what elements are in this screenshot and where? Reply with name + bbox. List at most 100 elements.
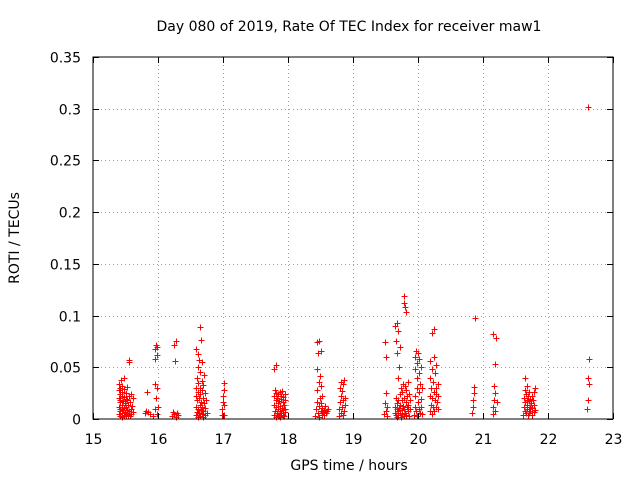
data-point (412, 404, 419, 411)
data-point (220, 393, 227, 400)
data-point (202, 390, 209, 397)
data-point (382, 400, 389, 407)
data-point (342, 402, 349, 409)
data-point (492, 408, 499, 415)
data-point (418, 396, 425, 403)
data-point (319, 393, 326, 400)
data-point (199, 404, 206, 411)
data-point (338, 393, 345, 400)
data-point (130, 409, 137, 416)
data-point (318, 383, 325, 390)
data-point (195, 406, 202, 413)
data-point (532, 385, 539, 392)
data-point (414, 375, 421, 382)
data-point (433, 362, 440, 369)
x-tick-label: 19 (345, 432, 363, 448)
data-point (393, 338, 400, 345)
data-point (416, 370, 423, 377)
data-point (494, 399, 501, 406)
data-point (491, 383, 498, 390)
data-point (471, 384, 478, 391)
data-point (398, 385, 405, 392)
data-point (490, 404, 497, 411)
data-point (522, 375, 529, 382)
data-point (419, 385, 426, 392)
data-point (584, 406, 591, 413)
data-point (172, 358, 179, 365)
x-tick-label: 23 (605, 432, 623, 448)
data-point (401, 293, 408, 300)
data-point (154, 344, 161, 351)
data-point (493, 335, 500, 342)
data-point (490, 331, 497, 338)
data-point (472, 315, 479, 322)
data-point (405, 379, 412, 386)
data-point (427, 358, 434, 365)
data-point (317, 373, 324, 380)
data-point (585, 104, 592, 111)
data-point (123, 390, 130, 397)
data-point (427, 375, 434, 382)
data-point (394, 320, 401, 327)
data-point (322, 403, 329, 410)
data-point (469, 410, 476, 417)
data-point (152, 356, 159, 363)
chart-title: Day 080 of 2019, Rate Of TEC Index for r… (157, 19, 542, 35)
data-point (340, 381, 347, 388)
data-point (411, 412, 418, 419)
data-point (340, 412, 347, 419)
x-tick-label: 22 (540, 432, 558, 448)
data-point (195, 351, 202, 358)
data-point (197, 391, 204, 398)
data-point (282, 397, 289, 404)
data-point (339, 388, 346, 395)
data-point (431, 354, 438, 361)
data-point (221, 387, 228, 394)
data-point (384, 404, 391, 411)
data-point (431, 408, 438, 415)
data-point (416, 356, 423, 363)
data-point (153, 395, 160, 402)
data-point (394, 350, 401, 357)
y-axis-label: ROTI / TECUs (7, 192, 23, 284)
y-tick-label: 0.3 (59, 103, 81, 119)
data-point (203, 397, 210, 404)
data-point (470, 404, 477, 411)
data-point (435, 393, 442, 400)
data-point (130, 395, 137, 402)
data-point (400, 403, 407, 410)
data-point (403, 387, 410, 394)
data-point (282, 406, 289, 413)
y-tick-label: 0.2 (59, 206, 81, 222)
data-point (585, 375, 592, 382)
x-tick-label: 15 (85, 432, 103, 448)
data-point (531, 389, 538, 396)
data-point (431, 326, 438, 333)
data-point (412, 366, 419, 373)
data-point (405, 402, 412, 409)
data-point (383, 354, 390, 361)
x-tick-label: 18 (280, 432, 298, 448)
data-point (117, 406, 124, 413)
data-point (316, 379, 323, 386)
y-tick-label: 0 (72, 413, 81, 429)
x-axis-label: GPS time / hours (290, 458, 407, 474)
data-point (492, 390, 499, 397)
data-point (401, 300, 408, 307)
data-point (402, 383, 409, 390)
data-point (341, 377, 348, 384)
data-point (193, 346, 200, 353)
data-point (531, 402, 538, 409)
data-point (318, 348, 325, 355)
data-point (318, 400, 325, 407)
data-point (121, 375, 128, 382)
data-point (325, 406, 332, 413)
data-point (395, 375, 402, 382)
data-point (530, 397, 537, 404)
data-point (199, 387, 206, 394)
x-tick-label: 17 (215, 432, 233, 448)
data-point (403, 309, 410, 316)
data-point (152, 381, 159, 388)
data-point (200, 382, 207, 389)
